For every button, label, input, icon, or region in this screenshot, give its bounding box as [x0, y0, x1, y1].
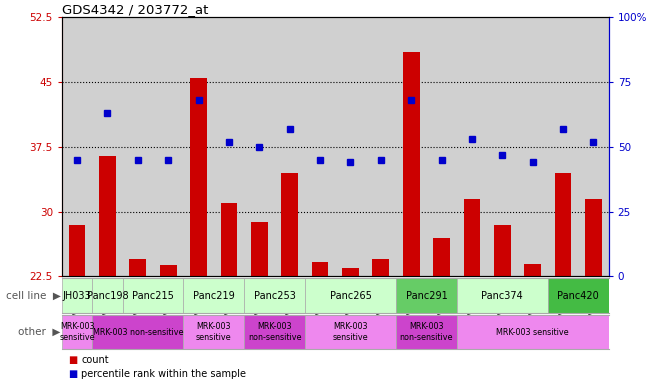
Bar: [159, 265, 176, 276]
Text: ■: ■: [68, 355, 77, 365]
Text: JH033: JH033: [62, 291, 91, 301]
Bar: [92, 278, 122, 313]
Text: Panc265: Panc265: [329, 291, 371, 301]
Text: Panc219: Panc219: [193, 291, 234, 301]
Bar: [396, 315, 457, 349]
Bar: [244, 278, 305, 313]
Bar: [251, 222, 268, 276]
Bar: [525, 263, 541, 276]
Bar: [494, 225, 510, 276]
Text: Panc374: Panc374: [482, 291, 523, 301]
Bar: [372, 259, 389, 276]
Bar: [221, 203, 237, 276]
Text: MRK-003
sensitive: MRK-003 sensitive: [59, 323, 95, 342]
Text: count: count: [81, 355, 109, 365]
Text: Panc420: Panc420: [557, 291, 599, 301]
Bar: [305, 315, 396, 349]
Text: cell line  ▶: cell line ▶: [6, 291, 61, 301]
Bar: [244, 315, 305, 349]
Text: Panc198: Panc198: [87, 291, 128, 301]
Bar: [396, 278, 457, 313]
Text: ■: ■: [68, 369, 77, 379]
Bar: [457, 278, 548, 313]
Bar: [464, 199, 480, 276]
Text: Panc291: Panc291: [406, 291, 447, 301]
Bar: [184, 315, 244, 349]
Bar: [190, 78, 207, 276]
Bar: [130, 259, 146, 276]
Bar: [69, 225, 85, 276]
Text: MRK-003
sensitive: MRK-003 sensitive: [196, 323, 232, 342]
Text: MRK-003 non-sensitive: MRK-003 non-sensitive: [92, 328, 183, 337]
Text: MRK-003
non-sensitive: MRK-003 non-sensitive: [248, 323, 301, 342]
Text: Panc215: Panc215: [132, 291, 174, 301]
Bar: [62, 315, 92, 349]
Bar: [312, 262, 329, 276]
Bar: [342, 268, 359, 276]
Bar: [403, 52, 419, 276]
Bar: [434, 238, 450, 276]
Bar: [92, 315, 184, 349]
Bar: [281, 173, 298, 276]
Bar: [305, 278, 396, 313]
Bar: [62, 278, 92, 313]
Bar: [184, 278, 244, 313]
Text: GDS4342 / 203772_at: GDS4342 / 203772_at: [62, 3, 208, 16]
Text: percentile rank within the sample: percentile rank within the sample: [81, 369, 246, 379]
Text: other  ▶: other ▶: [18, 327, 61, 337]
Text: MRK-003
sensitive: MRK-003 sensitive: [333, 323, 368, 342]
Bar: [122, 278, 184, 313]
Bar: [548, 278, 609, 313]
Text: MRK-003 sensitive: MRK-003 sensitive: [497, 328, 569, 337]
Text: MRK-003
non-sensitive: MRK-003 non-sensitive: [400, 323, 453, 342]
Bar: [457, 315, 609, 349]
Bar: [99, 156, 116, 276]
Text: Panc253: Panc253: [254, 291, 296, 301]
Bar: [585, 199, 602, 276]
Bar: [555, 173, 572, 276]
